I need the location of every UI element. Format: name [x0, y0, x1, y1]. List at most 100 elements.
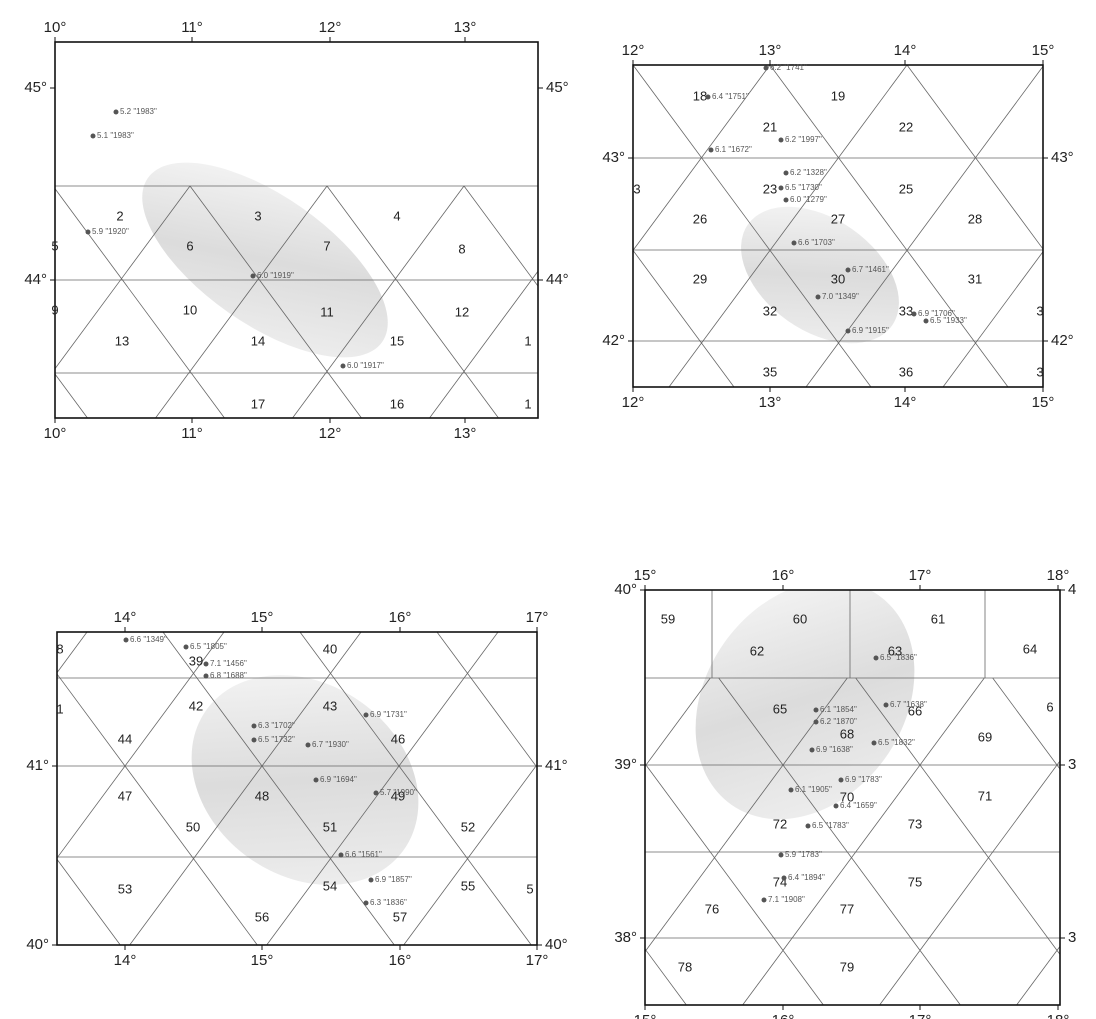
zone-number: 75: [908, 874, 922, 889]
epicenter: [364, 901, 369, 906]
epicenter: [91, 134, 96, 139]
epicenter: [364, 713, 369, 718]
zone-number: 1: [56, 701, 63, 716]
epicenter: [204, 674, 209, 679]
grid-line: [0, 678, 25, 1005]
zone-number: 23: [763, 181, 777, 196]
lon-tick-label: 10°: [44, 19, 67, 36]
lon-tick-label: 17°: [909, 567, 932, 584]
zone-number: 64: [1023, 641, 1037, 656]
epicenter: [709, 148, 714, 153]
zone-number: 1: [524, 396, 531, 411]
epicenter: [810, 748, 815, 753]
lon-tick-label: 11°: [181, 425, 203, 442]
zone-number: 3: [1036, 303, 1043, 318]
zone-number: 8: [56, 641, 63, 656]
lat-tick-label: 43°: [602, 149, 625, 166]
epicenter: [374, 791, 379, 796]
event-label: 6.3 "1836": [370, 898, 407, 907]
map-figure: 10°10°11°11°12°12°13°13°45°44°45°44°2348…: [0, 0, 1096, 1019]
zone-number: 31: [968, 271, 982, 286]
zone-number: 2: [116, 208, 123, 223]
event-label: 7.1 "1908": [768, 895, 805, 904]
zone-number: 62: [750, 643, 764, 658]
zone-number: 59: [661, 611, 675, 626]
zone-number: 54: [323, 878, 337, 893]
epicenter: [779, 186, 784, 191]
zone-number: 33: [899, 303, 913, 318]
event-label: 6.9 "1694": [320, 775, 357, 784]
epicenter: [924, 319, 929, 324]
zone-number: 1: [524, 333, 531, 348]
zone-number: 16: [390, 396, 404, 411]
zone-number: 47: [118, 788, 132, 803]
zone-number: 53: [118, 881, 132, 896]
zone-number: 77: [840, 901, 854, 916]
epicenter: [252, 738, 257, 743]
lat-tick-label: 44°: [24, 271, 47, 288]
event-label: 6.9 "1638": [816, 745, 853, 754]
page: {"maps": [ {"lon_ticks_top": ["10°", "11…: [0, 0, 1096, 1019]
zone-number: 48: [255, 788, 269, 803]
zone-number: 7: [323, 238, 330, 253]
lat-tick-label: 44°: [546, 271, 569, 288]
event-label: 6.1 "1854": [820, 705, 857, 714]
event-label: 6.9 "1731": [370, 710, 407, 719]
epicenter: [114, 110, 119, 115]
lat-tick-label: 45°: [546, 79, 569, 96]
zone-number: 15: [390, 333, 404, 348]
event-label: 5.1 "1983": [97, 131, 134, 140]
lat-tick-label: 40°: [614, 581, 637, 598]
lon-tick-label: 18°: [1047, 567, 1070, 584]
event-label: 6.5 "1783": [812, 821, 849, 830]
zone-number: 46: [391, 731, 405, 746]
epicenter: [884, 703, 889, 708]
event-label: 6.4 "1751": [712, 92, 749, 101]
zone-number: 36: [899, 364, 913, 379]
zone-number: 71: [978, 788, 992, 803]
event-label: 6.2 "1997": [785, 135, 822, 144]
epicenter: [912, 312, 917, 317]
event-label: 6.0 "1919": [257, 271, 294, 280]
zone-number: 11: [320, 304, 334, 319]
zone-number: 78: [678, 959, 692, 974]
lon-tick-label: 16°: [389, 609, 412, 626]
zone-number: 22: [899, 119, 913, 134]
lon-tick-label: 18°: [1047, 1012, 1070, 1019]
zone-number: 6: [1046, 699, 1053, 714]
event-label: 6.0 "1279": [790, 195, 827, 204]
epicenter: [814, 708, 819, 713]
event-label: 6.6 "1561": [345, 850, 382, 859]
grid-line: [0, 186, 53, 418]
event-label: 6.5 "1732": [258, 735, 295, 744]
lon-tick-label: 14°: [114, 952, 137, 969]
event-label: 6.7 "1930": [312, 740, 349, 749]
event-label: 6.4 "1894": [788, 873, 825, 882]
lat-tick-label: 40°: [545, 936, 568, 953]
zone-number: 30: [831, 271, 845, 286]
epicenter: [784, 198, 789, 203]
epicenter: [874, 656, 879, 661]
epicenter: [839, 778, 844, 783]
epicenter: [339, 853, 344, 858]
epicenter: [124, 638, 129, 643]
zone-number: 25: [899, 181, 913, 196]
lon-tick-label: 15°: [1032, 42, 1055, 59]
zone-number: 57: [393, 909, 407, 924]
zone-number: 79: [840, 959, 854, 974]
zone-number: 14: [251, 333, 265, 348]
lon-tick-label: 17°: [909, 1012, 932, 1019]
lon-tick-label: 13°: [759, 394, 782, 411]
zone-number: 3: [1036, 364, 1043, 379]
lon-tick-label: 15°: [251, 952, 274, 969]
lon-tick-label: 13°: [454, 425, 477, 442]
event-label: 5.9 "1783": [785, 850, 822, 859]
epicenter: [789, 788, 794, 793]
zone-number: 27: [831, 211, 845, 226]
event-label: 6.7 "1461": [852, 265, 889, 274]
event-label: 6.2 "1328": [790, 168, 827, 177]
epicenter: [806, 824, 811, 829]
epicenter: [846, 268, 851, 273]
epicenter: [846, 329, 851, 334]
epicenter: [306, 743, 311, 748]
